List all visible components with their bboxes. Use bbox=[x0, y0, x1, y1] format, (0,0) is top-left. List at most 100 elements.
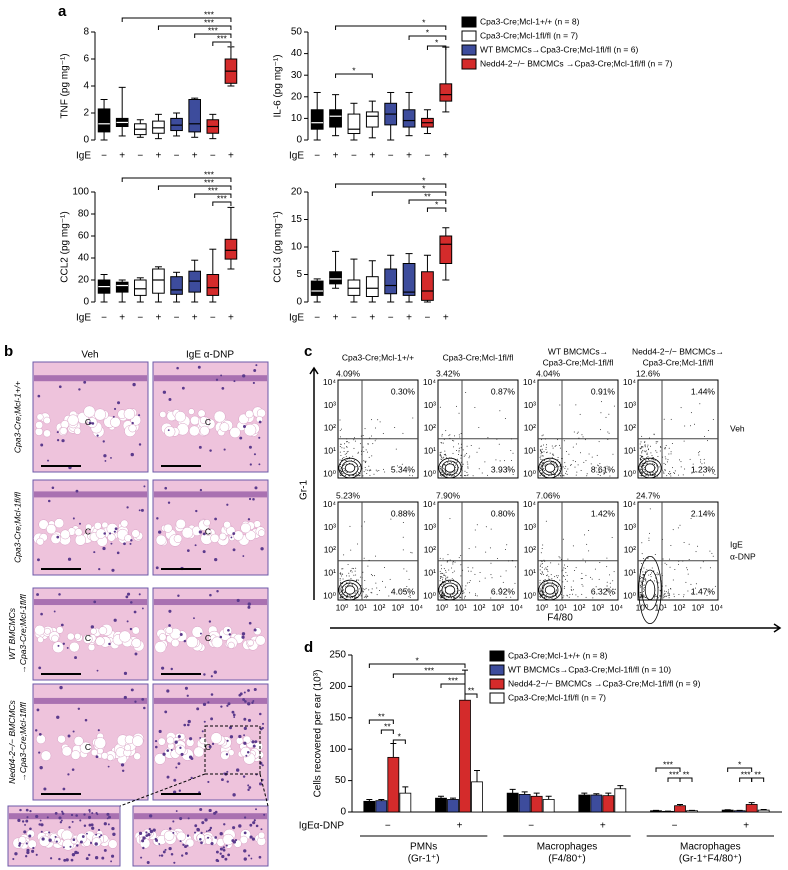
x-tick-label: + bbox=[192, 313, 198, 324]
event-dot bbox=[462, 590, 464, 592]
nucleus bbox=[94, 856, 99, 860]
event-dot bbox=[441, 475, 443, 477]
event-dot bbox=[462, 569, 464, 571]
significance-bracket bbox=[408, 199, 447, 204]
event-dot bbox=[683, 594, 685, 596]
fat-cell bbox=[40, 750, 52, 761]
event-dot bbox=[443, 573, 445, 575]
x-tick-label: − bbox=[425, 313, 431, 324]
nucleus bbox=[14, 852, 18, 856]
legend-label: Nedd4-2−/− BMCMCs →Cpa3-Cre;Mcl-1fl/fl (… bbox=[480, 58, 673, 68]
event-dot bbox=[510, 449, 512, 451]
nucleus bbox=[208, 808, 212, 813]
event-dot bbox=[651, 455, 653, 457]
event-dot bbox=[612, 580, 614, 582]
event-dot bbox=[444, 469, 446, 471]
event-dot bbox=[551, 597, 553, 599]
row-label: Nedd4-2−/− BMCMCs bbox=[7, 699, 17, 783]
event-dot bbox=[356, 579, 358, 581]
event-dot bbox=[439, 453, 441, 455]
event-dot bbox=[340, 581, 342, 583]
nucleus bbox=[121, 769, 125, 773]
legend-swatch bbox=[461, 30, 477, 42]
fat-cell bbox=[188, 408, 195, 415]
event-dot bbox=[541, 563, 543, 565]
density-contour bbox=[438, 579, 462, 601]
error-bar bbox=[390, 743, 397, 758]
event-dot bbox=[670, 472, 672, 474]
event-dot bbox=[556, 439, 558, 441]
event-dot bbox=[565, 465, 567, 467]
nucleus bbox=[38, 666, 42, 670]
event-dot bbox=[348, 594, 350, 596]
event-dot bbox=[545, 444, 547, 446]
event-dot bbox=[355, 473, 357, 475]
nucleus bbox=[34, 729, 38, 732]
event-dot bbox=[655, 573, 657, 575]
event-dot bbox=[549, 597, 551, 599]
event-dot bbox=[360, 595, 362, 597]
nucleus bbox=[76, 844, 79, 847]
event-dot bbox=[598, 441, 600, 443]
event-dot bbox=[639, 580, 641, 582]
nucleus bbox=[67, 557, 72, 561]
event-dot bbox=[489, 547, 491, 549]
group-label: (Gr-1⁺F4/80⁺) bbox=[679, 854, 742, 865]
row-label: Cpa3-Cre;Mcl-1fl/fl bbox=[12, 491, 22, 563]
nucleus bbox=[47, 459, 50, 462]
y-tick-label: 10⁰ bbox=[523, 590, 536, 600]
nucleus bbox=[148, 814, 153, 818]
density-contour bbox=[344, 585, 356, 595]
event-dot bbox=[660, 446, 662, 448]
event-dot bbox=[540, 469, 542, 471]
nucleus bbox=[65, 858, 69, 862]
event-dot bbox=[450, 594, 452, 596]
nucleus bbox=[35, 853, 38, 856]
event-dot bbox=[673, 472, 675, 474]
nucleus bbox=[216, 590, 219, 593]
fat-cell bbox=[154, 641, 167, 654]
nucleus bbox=[83, 813, 86, 816]
event-dot bbox=[592, 597, 594, 599]
panel-label: b bbox=[4, 343, 13, 360]
legend-label: WT BMCMCs→Cpa3-Cre;Mcl-1fl/fl (n = 10) bbox=[508, 664, 671, 674]
event-dot bbox=[565, 571, 567, 573]
x-tick-label: − bbox=[388, 151, 394, 162]
nucleus bbox=[78, 388, 81, 391]
box bbox=[152, 120, 165, 134]
nucleus bbox=[100, 834, 103, 837]
nucleus bbox=[117, 401, 121, 405]
event-dot bbox=[402, 536, 404, 538]
fat-cell bbox=[245, 409, 254, 419]
event-dot bbox=[652, 457, 654, 459]
nucleus bbox=[261, 764, 264, 767]
nucleus bbox=[202, 702, 207, 706]
nucleus bbox=[162, 850, 166, 854]
event-dot bbox=[443, 464, 445, 466]
significance-label: * bbox=[738, 759, 742, 769]
nucleus bbox=[222, 846, 225, 849]
event-dot bbox=[342, 568, 344, 570]
significance-label: ** bbox=[378, 711, 385, 721]
y-tick-label: 40 bbox=[291, 48, 303, 59]
event-dot bbox=[375, 582, 377, 584]
significance-bracket bbox=[371, 191, 447, 196]
event-dot bbox=[682, 596, 684, 598]
nucleus bbox=[133, 610, 137, 614]
nucleus bbox=[55, 840, 58, 843]
nucleus bbox=[203, 673, 206, 676]
nucleus bbox=[249, 463, 252, 466]
y-tick-label: 10¹ bbox=[524, 567, 536, 577]
event-dot bbox=[539, 596, 541, 598]
nucleus bbox=[242, 425, 246, 429]
density-contour bbox=[438, 457, 462, 479]
density-contour bbox=[444, 463, 456, 473]
x-tick-label: − bbox=[351, 313, 357, 324]
nucleus bbox=[93, 600, 97, 604]
event-dot bbox=[440, 576, 442, 578]
significance-bracket bbox=[194, 193, 232, 198]
significance-label: *** bbox=[208, 185, 219, 195]
event-dot bbox=[341, 447, 343, 449]
event-dot bbox=[661, 563, 663, 565]
event-dot bbox=[588, 530, 590, 532]
